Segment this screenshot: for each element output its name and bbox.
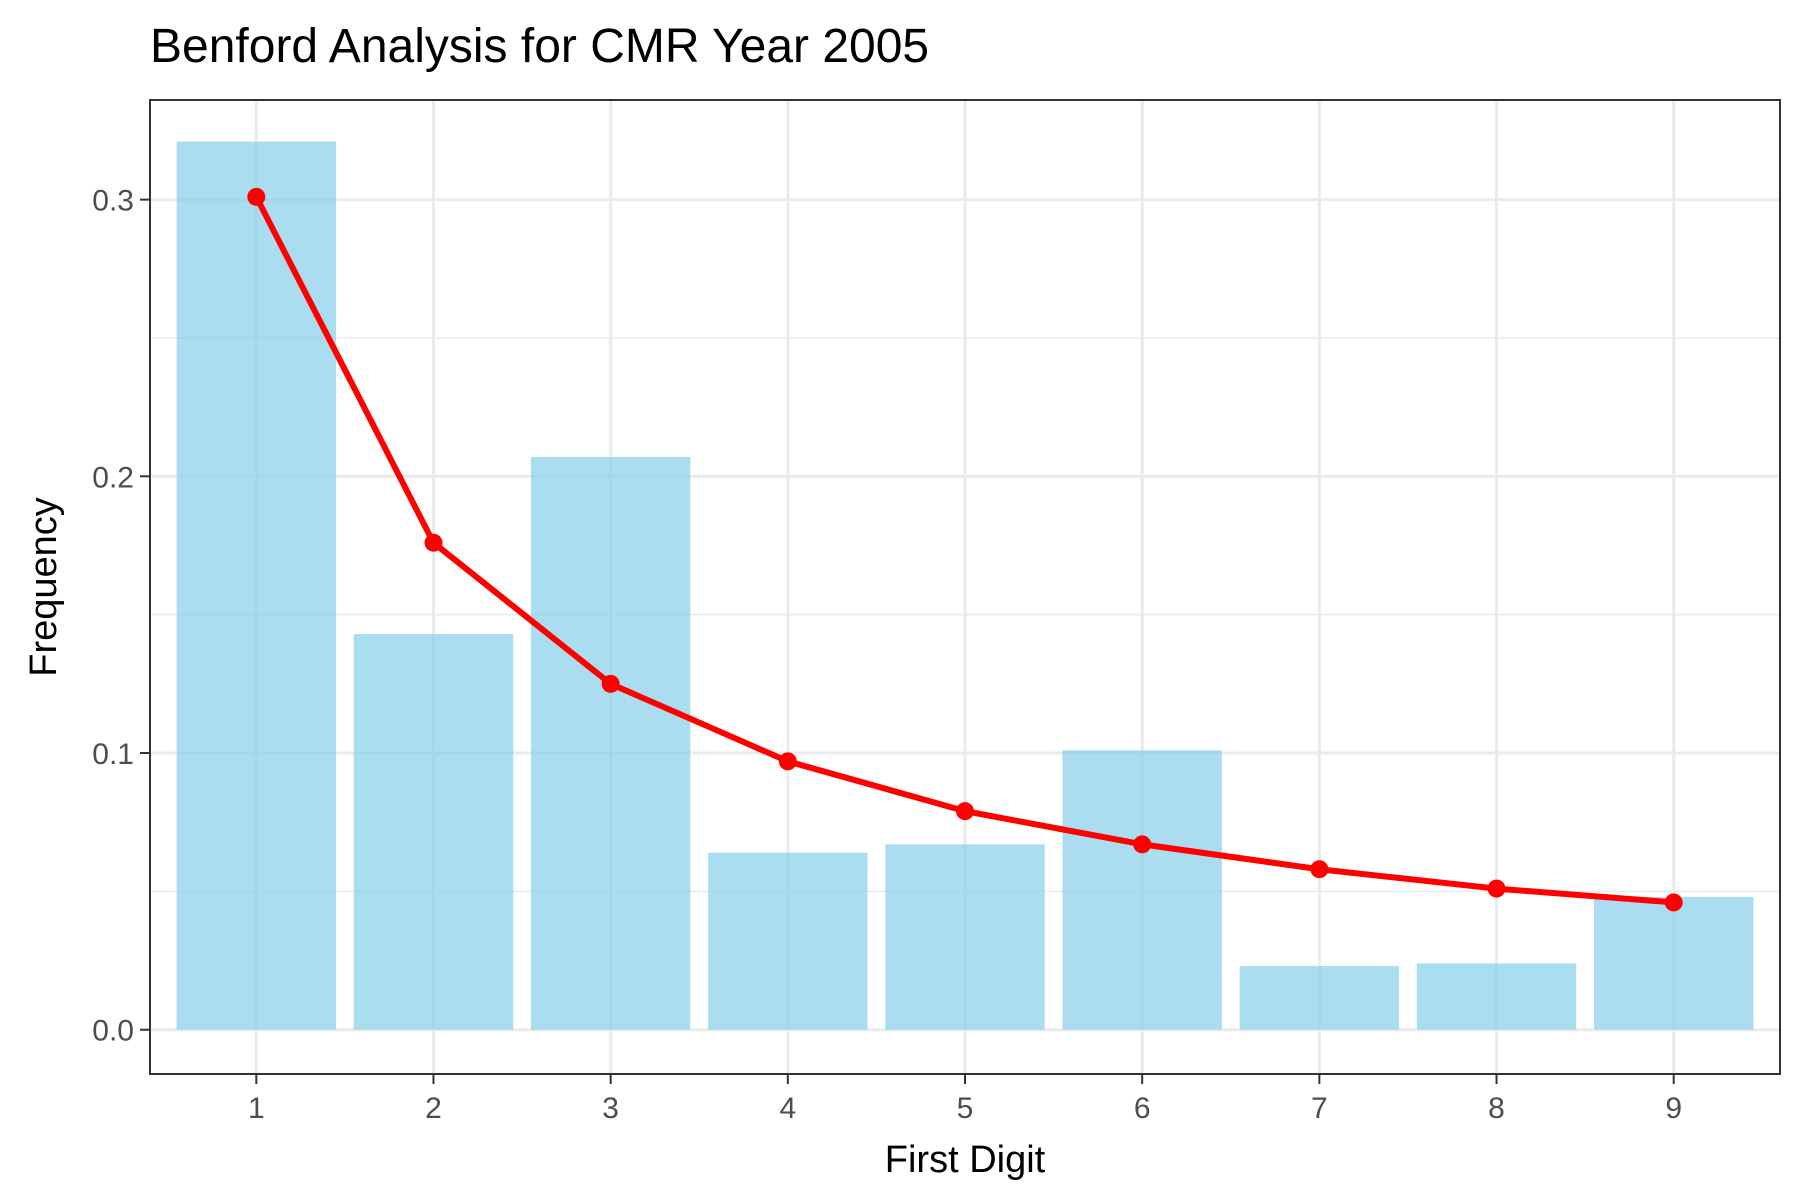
bar-digit-6 bbox=[1062, 750, 1222, 1030]
benford-point-2 bbox=[424, 533, 443, 552]
bar-digit-8 bbox=[1416, 963, 1577, 1030]
bar-digit-9 bbox=[1593, 896, 1754, 1030]
bar-digit-4 bbox=[708, 852, 868, 1030]
x-tick-label: 8 bbox=[1488, 1092, 1505, 1125]
axes: 0.0 0.1 0.2 0.3 1 2 3 4 5 6 7 8 9 bbox=[92, 185, 1682, 1125]
y-tick-label: 0.1 bbox=[92, 738, 134, 771]
bar-digit-3 bbox=[530, 456, 691, 1030]
y-tick-label: 0.2 bbox=[92, 461, 134, 494]
x-tick-label: 9 bbox=[1665, 1092, 1682, 1125]
benford-point-3 bbox=[601, 674, 620, 693]
x-tick-label: 4 bbox=[779, 1092, 796, 1125]
bar-digit-7 bbox=[1239, 966, 1400, 1030]
x-tick-label: 3 bbox=[602, 1092, 619, 1125]
benford-point-4 bbox=[778, 752, 797, 771]
benford-point-9 bbox=[1664, 893, 1683, 912]
chart-title: Benford Analysis for CMR Year 2005 bbox=[150, 20, 929, 73]
x-axis-title: First Digit bbox=[885, 1139, 1046, 1181]
x-tick-label: 6 bbox=[1134, 1092, 1151, 1125]
x-tick-label: 1 bbox=[248, 1092, 265, 1125]
bar-digit-5 bbox=[885, 844, 1045, 1030]
bar-digit-2 bbox=[353, 634, 514, 1030]
bar-series bbox=[176, 141, 1754, 1030]
x-tick-label: 5 bbox=[957, 1092, 974, 1125]
bar-digit-1 bbox=[176, 141, 337, 1030]
benford-point-1 bbox=[247, 187, 266, 206]
x-tick-label: 7 bbox=[1311, 1092, 1328, 1125]
line-series bbox=[247, 187, 1683, 912]
y-axis-title: Frequency bbox=[23, 497, 65, 677]
benford-point-5 bbox=[956, 802, 974, 821]
benford-point-8 bbox=[1487, 879, 1506, 898]
x-tick-label: 2 bbox=[425, 1092, 442, 1125]
benford-point-7 bbox=[1310, 860, 1329, 879]
y-tick-label: 0.3 bbox=[92, 185, 134, 218]
y-tick-label: 0.0 bbox=[92, 1015, 134, 1048]
benford-point-6 bbox=[1133, 835, 1152, 854]
